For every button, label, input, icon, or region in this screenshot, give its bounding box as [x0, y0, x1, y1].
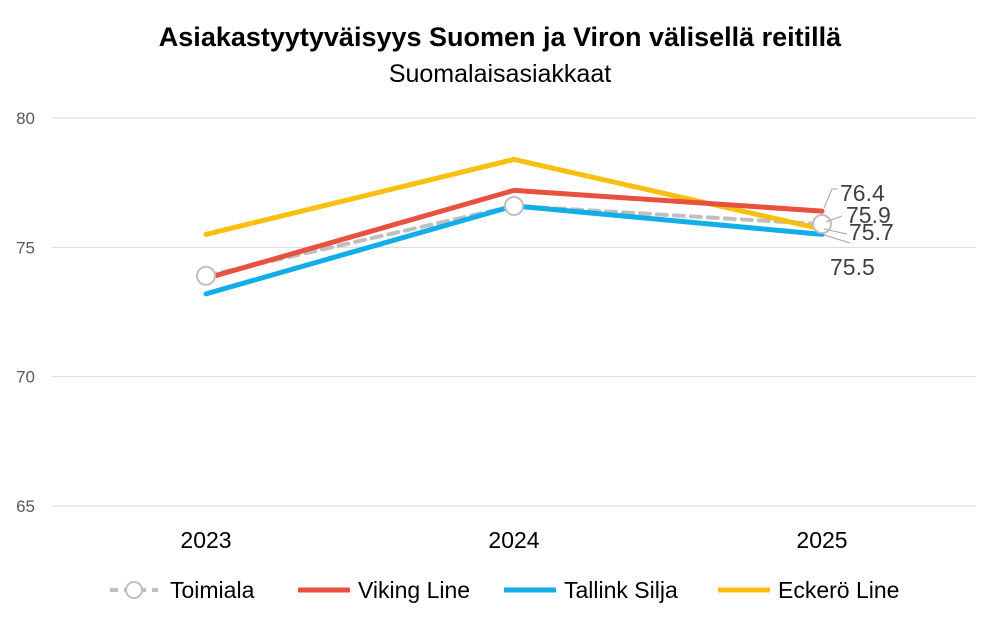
legend-label: Tallink Silja: [564, 577, 678, 603]
series-line-viking-line: [203, 187, 825, 281]
chart-subtitle: Suomalaisasiakkaat: [389, 60, 611, 88]
x-tick-label: 2024: [488, 527, 539, 553]
y-tick-label: 80: [16, 109, 35, 128]
data-label: 76.4: [840, 180, 885, 206]
legend-item: Toimiala: [110, 577, 255, 603]
leader-line: [823, 234, 851, 244]
series-marker: [196, 265, 216, 286]
legend: Toimiala Viking Line Tallink Silja Eckerö L…: [110, 577, 899, 603]
legend-label: Toimiala: [170, 577, 255, 603]
data-label: 75.7: [849, 219, 894, 245]
x-tick-label: 2023: [180, 527, 231, 553]
data-label: 75.5: [830, 254, 875, 280]
x-axis-ticks: 2023 2024 2025: [180, 527, 847, 553]
legend-item: Eckerö Line: [718, 577, 899, 603]
legend-marker: [125, 581, 143, 599]
legend-label: Eckerö Line: [778, 577, 899, 603]
data-label: 75.9: [846, 202, 891, 228]
legend-item: Tallink Silja: [504, 577, 678, 603]
gridlines: [52, 117, 976, 507]
y-tick-label: 70: [16, 368, 35, 387]
y-tick-label: 75: [16, 238, 35, 257]
y-tick-label: 65: [16, 497, 35, 516]
y-axis-ticks: 65 70 75 80: [16, 109, 35, 516]
series-markers: [196, 195, 832, 286]
chart-title: Asiakastyytyväisyys Suomen ja Viron väli…: [159, 22, 842, 52]
leader-line: [825, 215, 843, 223]
x-tick-label: 2025: [796, 527, 847, 553]
series-marker: [812, 214, 832, 235]
series-marker: [504, 195, 524, 216]
legend-label: Viking Line: [358, 577, 470, 603]
leader-line: [823, 228, 848, 235]
legend-item: Viking Line: [298, 577, 470, 603]
data-labels: 76.475.975.7 75.5: [823, 180, 894, 280]
series-lines: [203, 156, 825, 297]
leader-line: [823, 188, 838, 209]
